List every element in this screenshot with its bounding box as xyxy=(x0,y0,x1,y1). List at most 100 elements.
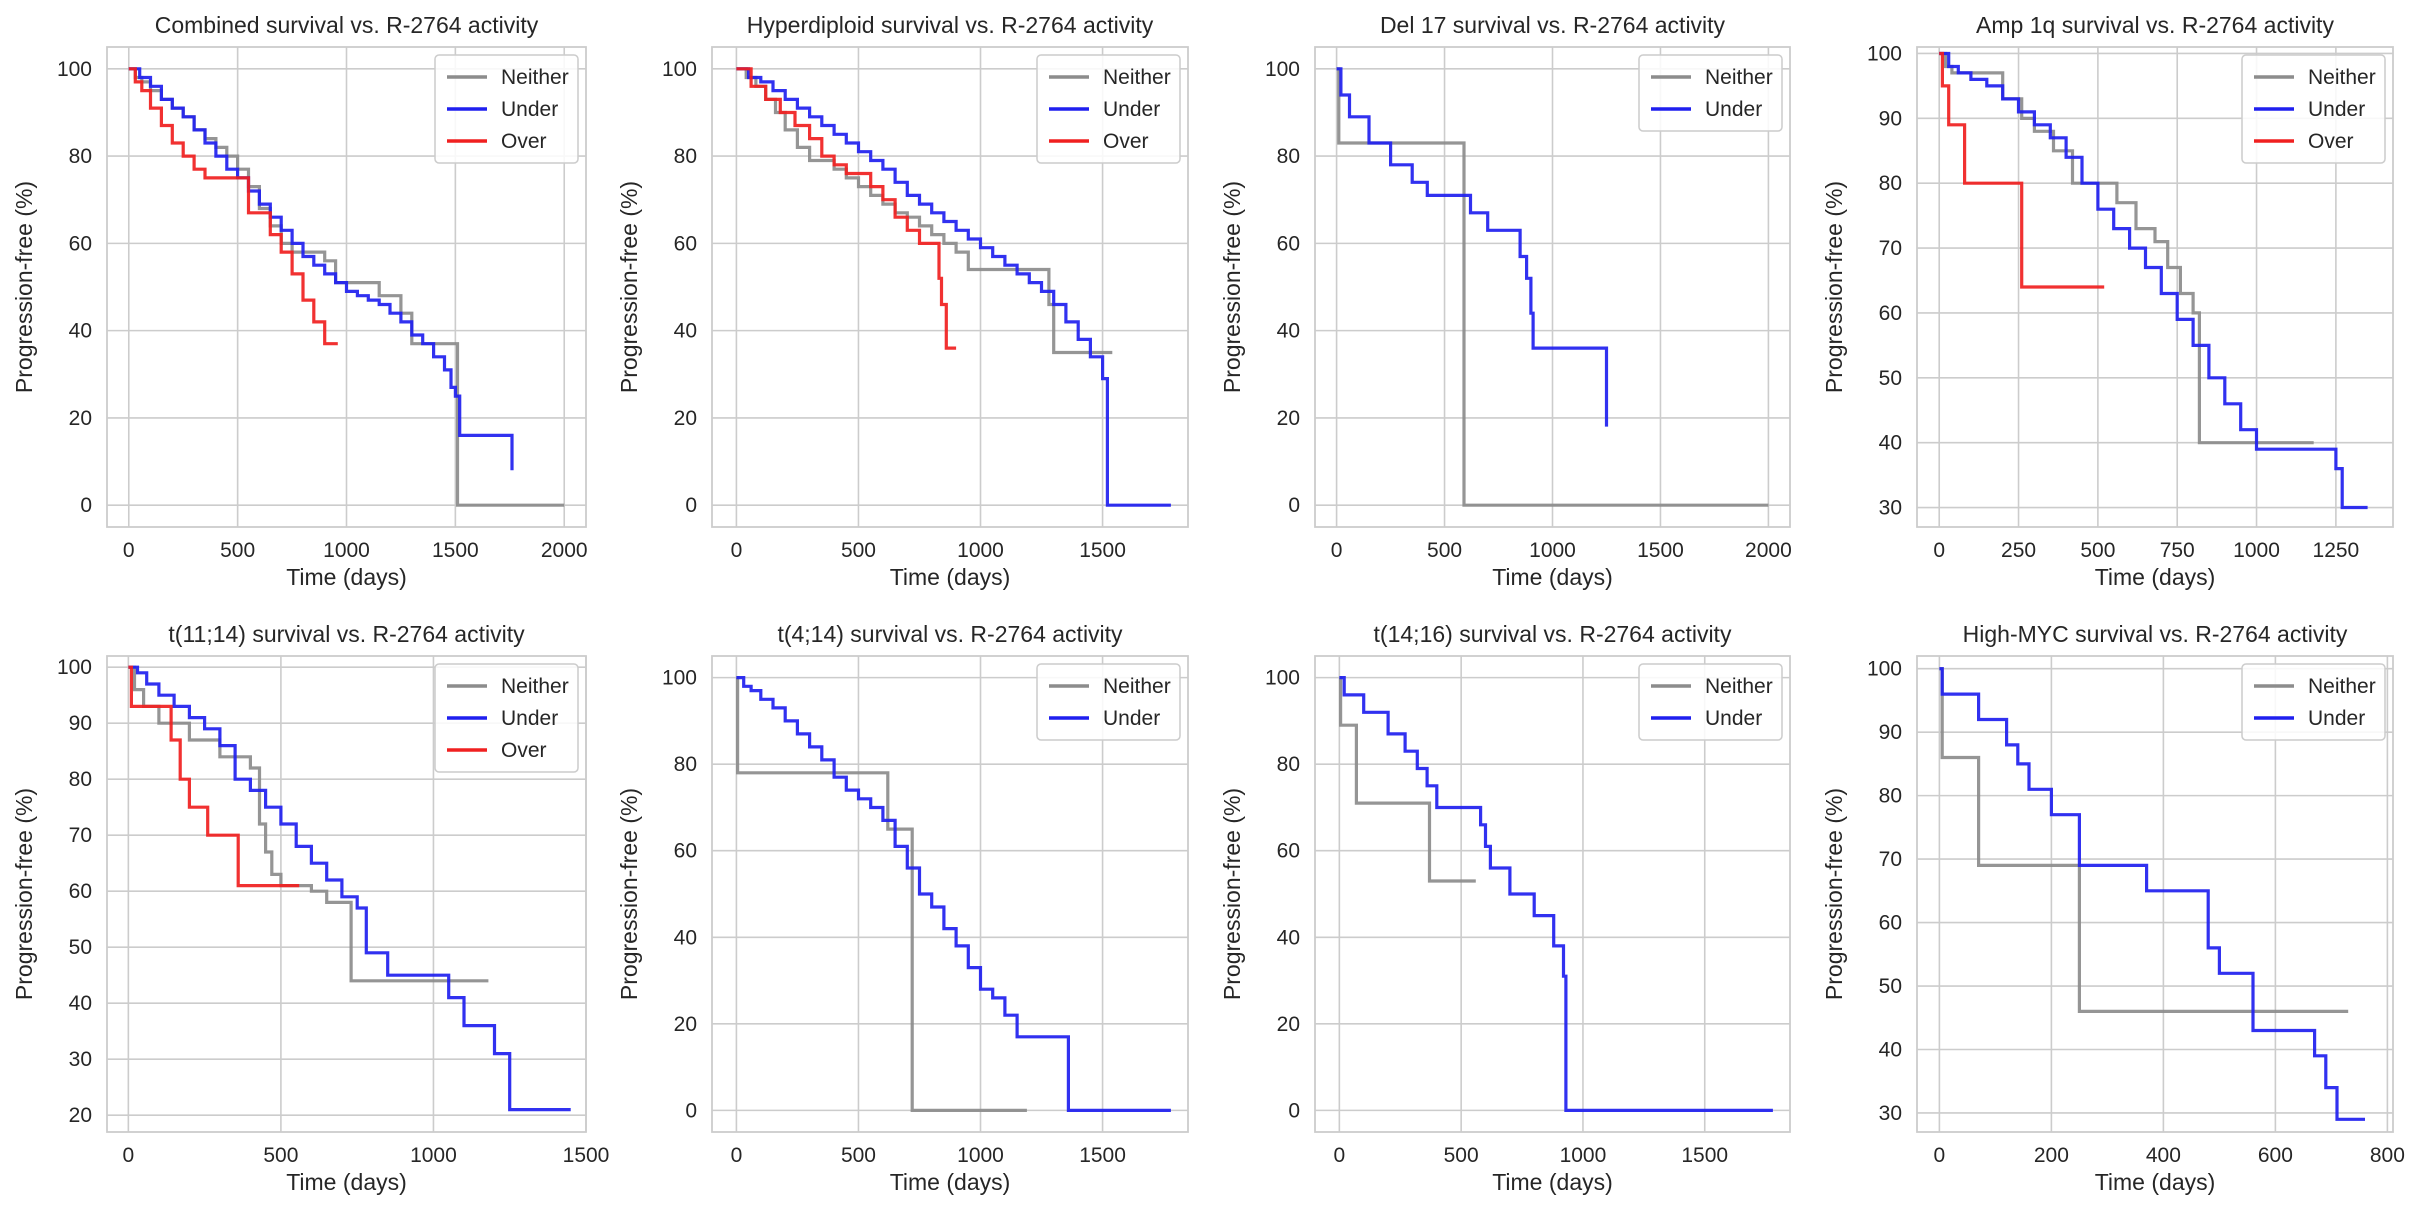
series-line-under xyxy=(128,665,571,1112)
x-tick-label: 500 xyxy=(841,539,876,562)
legend-label: Neither xyxy=(1705,675,1773,698)
y-tick-label: 60 xyxy=(1277,232,1300,255)
y-tick-label: 0 xyxy=(685,1099,697,1122)
y-tick-label: 50 xyxy=(1879,975,1902,998)
y-tick-label: 50 xyxy=(1879,367,1902,390)
legend-label: Neither xyxy=(1103,675,1171,698)
x-tick-label: 0 xyxy=(123,1144,135,1167)
x-tick-label: 0 xyxy=(1933,539,1945,562)
series-line-over xyxy=(736,67,957,350)
y-tick-label: 80 xyxy=(674,145,697,168)
y-axis-label: Progression-free (%) xyxy=(1219,181,1245,393)
legend-label: Over xyxy=(501,739,547,762)
series-line-under xyxy=(1939,51,2368,510)
legend-label: Over xyxy=(1103,130,1149,153)
series-line-neither xyxy=(736,676,1027,1112)
x-tick-label: 1000 xyxy=(957,1144,1004,1167)
y-tick-label: 80 xyxy=(69,145,92,168)
legend-label: Neither xyxy=(1705,66,1773,89)
x-tick-label: 500 xyxy=(1427,539,1462,562)
chart-title: High-MYC survival vs. R-2764 activity xyxy=(1963,621,2348,647)
legend-label: Under xyxy=(1103,98,1160,121)
series-line-under xyxy=(1336,67,1609,427)
x-tick-label: 1000 xyxy=(323,539,370,562)
legend-box xyxy=(434,54,579,164)
x-tick-label: 1000 xyxy=(957,539,1004,562)
legend: Neither Under xyxy=(1638,54,1783,132)
y-tick-label: 80 xyxy=(69,768,92,791)
y-tick-label: 70 xyxy=(1879,848,1902,871)
y-axis-label: Progression-free (%) xyxy=(11,181,37,393)
x-tick-label: 0 xyxy=(1934,1144,1946,1167)
series-line-over xyxy=(128,665,300,888)
series-line-over xyxy=(1939,51,2105,289)
x-tick-label: 800 xyxy=(2370,1144,2405,1167)
y-tick-label: 100 xyxy=(57,58,92,81)
x-tick-label: 400 xyxy=(2146,1144,2181,1167)
x-tick-label: 2000 xyxy=(541,539,588,562)
legend-label: Under xyxy=(2308,707,2365,730)
plot-frame xyxy=(1916,46,2394,528)
y-tick-label: 40 xyxy=(1277,320,1300,343)
legend: Neither Under xyxy=(2241,663,2386,741)
series-line-over xyxy=(128,67,338,346)
legend-label: Over xyxy=(501,130,547,153)
x-tick-label: 1500 xyxy=(1637,539,1684,562)
series-line-under xyxy=(736,676,1171,1112)
y-tick-label: 20 xyxy=(69,1104,92,1127)
x-axis-label: Time (days) xyxy=(1492,1169,1613,1195)
y-tick-label: 90 xyxy=(1879,721,1902,744)
plot-frame xyxy=(1314,46,1791,528)
y-tick-label: 20 xyxy=(674,407,697,430)
legend-label: Neither xyxy=(1103,66,1171,89)
y-tick-label: 60 xyxy=(674,232,697,255)
chart-panel-7: 0 500 1000 1500 0 20 40 60 80 100 t(14;16) surviva… xyxy=(1219,621,1791,1195)
y-tick-label: 40 xyxy=(674,926,697,949)
legend: Neither Under xyxy=(1036,663,1181,741)
x-tick-label: 1250 xyxy=(2313,539,2360,562)
x-tick-label: 1500 xyxy=(563,1144,610,1167)
y-tick-label: 60 xyxy=(674,840,697,863)
y-tick-label: 0 xyxy=(1288,494,1300,517)
y-tick-label: 20 xyxy=(69,407,92,430)
x-axis-label: Time (days) xyxy=(2095,564,2216,590)
chart-panel-3: 0 500 1000 1500 2000 0 20 40 60 80 100 Del 17 survi… xyxy=(1219,12,1792,590)
x-tick-label: 500 xyxy=(263,1144,298,1167)
y-tick-label: 50 xyxy=(69,936,92,959)
legend-label: Over xyxy=(2308,130,2354,153)
x-tick-label: 0 xyxy=(1331,539,1343,562)
y-tick-label: 0 xyxy=(685,494,697,517)
x-tick-label: 500 xyxy=(841,1144,876,1167)
y-tick-label: 90 xyxy=(1879,107,1902,130)
y-tick-label: 30 xyxy=(1879,1102,1902,1125)
x-tick-label: 0 xyxy=(731,1144,743,1167)
x-tick-label: 1000 xyxy=(2233,539,2280,562)
y-tick-label: 100 xyxy=(1265,58,1300,81)
y-axis-label: Progression-free (%) xyxy=(616,788,642,1000)
y-tick-label: 20 xyxy=(674,1013,697,1036)
plot-frame xyxy=(1916,655,2394,1133)
y-tick-label: 60 xyxy=(1879,302,1902,325)
x-tick-label: 0 xyxy=(1334,1144,1346,1167)
plot-frame xyxy=(1314,655,1791,1133)
series-line-under xyxy=(1339,676,1773,1112)
chart-title: Hyperdiploid survival vs. R-2764 activit… xyxy=(747,12,1154,38)
x-tick-label: 0 xyxy=(123,539,135,562)
y-tick-label: 20 xyxy=(1277,1013,1300,1036)
plot-frame xyxy=(711,46,1189,528)
series-line-under xyxy=(128,67,514,471)
x-tick-label: 500 xyxy=(2080,539,2115,562)
y-tick-label: 60 xyxy=(1277,840,1300,863)
legend-box xyxy=(1638,663,1783,741)
x-tick-label: 1000 xyxy=(410,1144,457,1167)
legend-box xyxy=(2241,54,2386,164)
legend-box xyxy=(2241,663,2386,741)
y-tick-label: 40 xyxy=(1277,926,1300,949)
x-tick-label: 1000 xyxy=(1560,1144,1607,1167)
y-tick-label: 100 xyxy=(1867,42,1902,65)
chart-title: t(14;16) survival vs. R-2764 activity xyxy=(1374,621,1732,647)
plot-frame xyxy=(106,46,587,528)
y-tick-label: 80 xyxy=(1277,145,1300,168)
legend-label: Neither xyxy=(2308,66,2376,89)
chart-title: Combined survival vs. R-2764 activity xyxy=(155,12,539,38)
